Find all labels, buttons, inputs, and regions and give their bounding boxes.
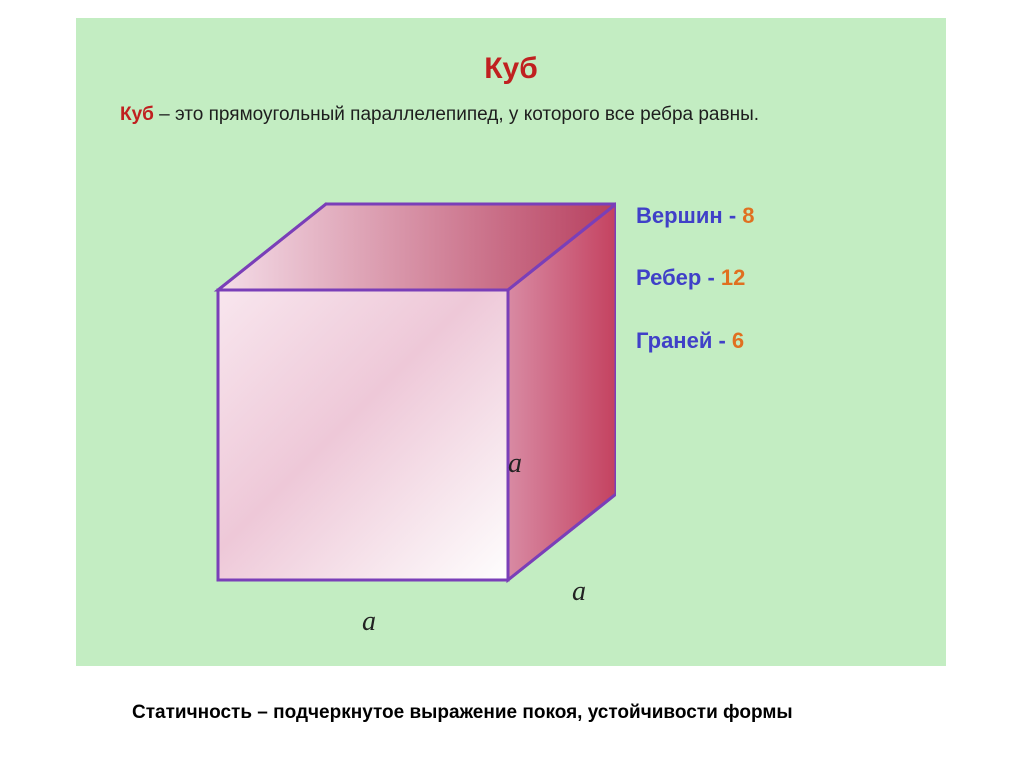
title-text: Куб	[484, 52, 538, 85]
stat-value: 8	[742, 203, 754, 228]
edge-label: a	[508, 448, 522, 480]
stat-label: Ребер -	[636, 265, 721, 290]
stat-faces: Граней - 6	[636, 328, 755, 354]
stat-vertices: Вершин - 8	[636, 203, 755, 229]
definition-word: Куб	[120, 104, 154, 125]
edge-label: a	[572, 576, 586, 608]
slide-area: Куб Куб – это прямоугольный параллелепип…	[76, 18, 946, 666]
stats-block: Вершин - 8 Ребер - 12 Граней - 6	[636, 203, 755, 390]
footer-text: Статичность – подчеркнутое выражение пок…	[132, 702, 793, 723]
definition-line: Куб – это прямоугольный параллелепипед, …	[76, 86, 946, 126]
stat-label: Вершин -	[636, 203, 742, 228]
edge-label: a	[362, 606, 376, 638]
definition-rest: – это прямоугольный параллелепипед, у ко…	[154, 104, 759, 125]
stat-edges: Ребер - 12	[636, 265, 755, 291]
stat-label: Граней -	[636, 328, 732, 353]
cube-svg	[196, 182, 616, 642]
stat-value: 6	[732, 328, 744, 353]
footer-caption: Статичность – подчеркнутое выражение пок…	[132, 700, 832, 726]
slide-title: Куб	[76, 18, 946, 86]
cube-diagram: a a a	[196, 182, 616, 642]
stat-value: 12	[721, 265, 745, 290]
